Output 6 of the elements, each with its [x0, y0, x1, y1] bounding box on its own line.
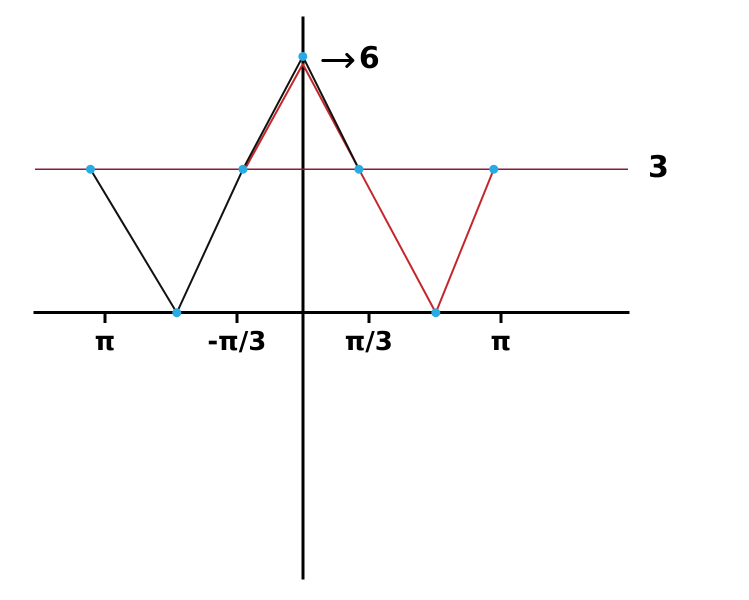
annotation: 3 [648, 150, 669, 186]
x-tick-label: π/3 [344, 327, 393, 358]
x-tick-label: π [490, 327, 512, 358]
x-tick-label: π [94, 327, 116, 358]
annotation: 6 [358, 41, 380, 76]
x-tick-label: -π/3 [207, 327, 266, 358]
